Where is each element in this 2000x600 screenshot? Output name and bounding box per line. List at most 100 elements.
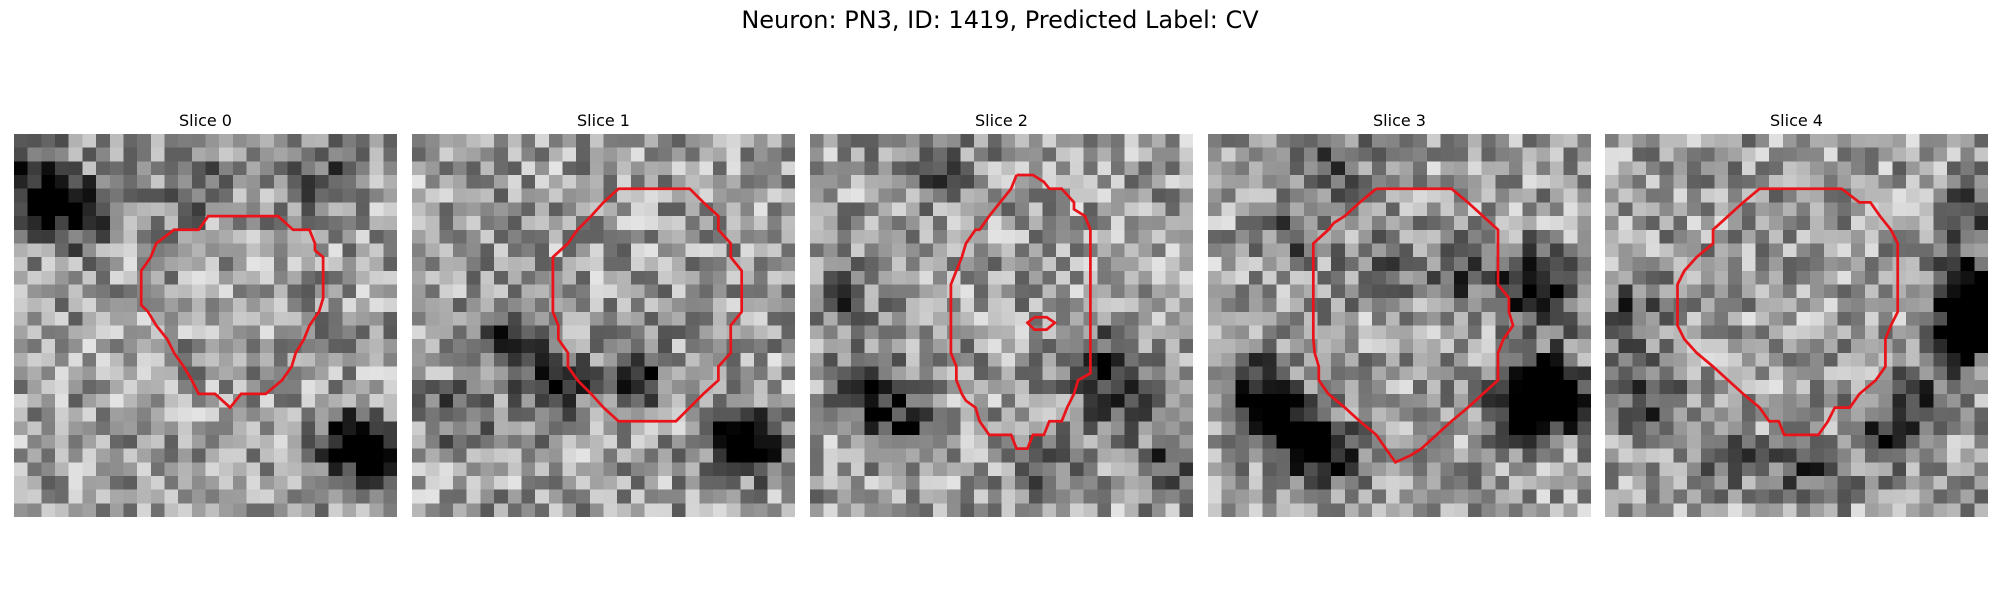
pixel	[383, 366, 397, 381]
pixel	[644, 421, 659, 436]
pixel	[630, 216, 645, 231]
pixel	[726, 448, 741, 463]
pixel	[1042, 475, 1057, 490]
pixel	[191, 366, 206, 381]
pixel	[1317, 243, 1332, 258]
pixel	[246, 229, 261, 244]
pixel	[1741, 380, 1756, 395]
pixel	[740, 462, 755, 477]
pixel	[892, 284, 907, 299]
pixel	[1960, 380, 1975, 395]
pixel	[466, 229, 481, 244]
pixel	[1399, 475, 1414, 490]
pixel	[1577, 229, 1591, 244]
pixel	[425, 325, 440, 340]
pixel	[521, 475, 536, 490]
pixel	[1413, 352, 1428, 367]
pixel	[1276, 229, 1291, 244]
pixel	[740, 188, 755, 203]
pixel	[617, 147, 632, 162]
pixel	[466, 270, 481, 285]
pixel	[328, 380, 343, 395]
pixel	[837, 257, 852, 272]
pixel	[1042, 229, 1057, 244]
pixel	[1262, 188, 1277, 203]
pixel	[260, 229, 275, 244]
pixel	[314, 339, 329, 354]
pixel	[1864, 462, 1879, 477]
pixel	[1618, 298, 1633, 313]
pixel	[1782, 448, 1797, 463]
pixel	[507, 134, 522, 148]
pixel	[767, 216, 782, 231]
pixel	[150, 503, 165, 517]
pixel	[1317, 202, 1332, 217]
pixel	[671, 257, 686, 272]
pixel	[1303, 393, 1318, 408]
pixel	[562, 270, 577, 285]
pixel	[767, 202, 782, 217]
pixel	[712, 147, 727, 162]
pixel	[507, 284, 522, 299]
pixel	[1495, 216, 1510, 231]
pixel	[644, 270, 659, 285]
pixel	[810, 352, 824, 367]
pixel	[109, 393, 124, 408]
pixel	[137, 175, 152, 189]
pixel	[1235, 284, 1250, 299]
pixel	[946, 202, 961, 217]
pixel	[1097, 298, 1112, 313]
pixel	[1851, 503, 1866, 517]
pixel	[767, 393, 782, 408]
pixel	[355, 352, 370, 367]
pixel	[453, 229, 467, 244]
pixel	[301, 407, 316, 422]
pixel	[1276, 188, 1291, 203]
pixel	[1276, 202, 1291, 217]
pixel	[342, 434, 357, 449]
pixel	[699, 229, 714, 244]
pixel	[987, 257, 1002, 272]
pixel	[178, 257, 193, 272]
pixel	[68, 503, 83, 517]
pixel	[878, 448, 893, 463]
pixel	[1796, 475, 1811, 490]
pixel	[1481, 407, 1496, 422]
pixel	[1823, 393, 1838, 408]
pixel	[314, 475, 329, 490]
pixel	[919, 161, 934, 176]
pixel	[328, 393, 343, 408]
pixel	[905, 284, 920, 299]
pixel	[1138, 380, 1153, 395]
pixel	[1399, 257, 1414, 272]
pixel	[1919, 311, 1934, 326]
pixel	[1577, 366, 1591, 381]
pixel	[1755, 257, 1770, 272]
pixel	[576, 188, 591, 203]
pixel	[1905, 298, 1920, 313]
pixel	[1110, 489, 1125, 504]
pixel	[1413, 284, 1428, 299]
pixel	[589, 503, 604, 517]
pixel	[439, 202, 454, 217]
pixel	[1878, 503, 1893, 517]
pixel	[1481, 366, 1496, 381]
pixel	[287, 298, 302, 313]
pixel	[878, 147, 893, 162]
pixel	[14, 462, 28, 477]
pixel	[1303, 147, 1318, 162]
pixel	[1042, 380, 1057, 395]
pixel	[123, 243, 138, 258]
pixel	[453, 243, 467, 258]
pixel	[219, 489, 234, 504]
pixel	[314, 393, 329, 408]
pixel	[1960, 147, 1975, 162]
pixel	[219, 503, 234, 517]
pixel	[1508, 503, 1523, 517]
pixel	[548, 434, 563, 449]
pixel	[1001, 229, 1016, 244]
pixel	[753, 407, 768, 422]
pixel	[260, 311, 275, 326]
pixel	[507, 380, 522, 395]
pixel	[453, 325, 467, 340]
